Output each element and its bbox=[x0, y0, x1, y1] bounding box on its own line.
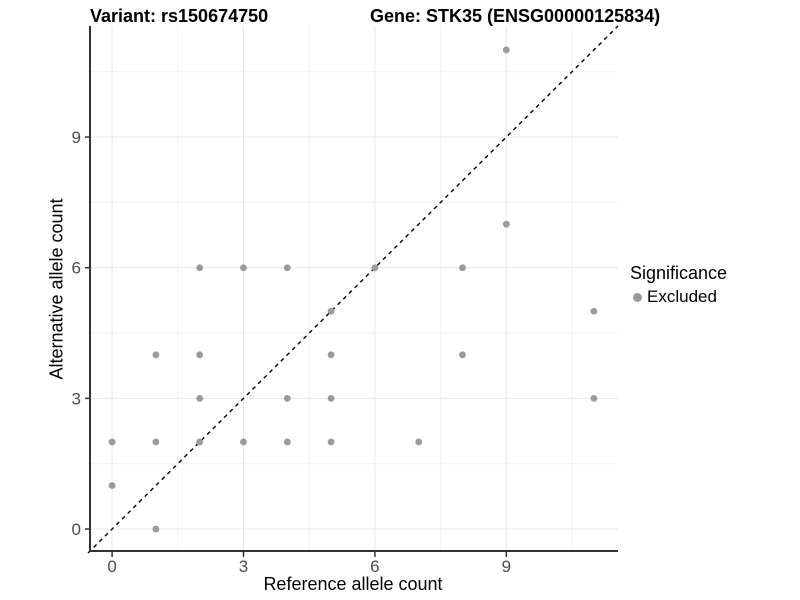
y-tick-label: 9 bbox=[72, 128, 81, 147]
gene-title: Gene: STK35 (ENSG00000125834) bbox=[370, 6, 661, 26]
data-point bbox=[502, 46, 510, 54]
x-axis-label: Reference allele count bbox=[263, 574, 443, 594]
data-point bbox=[196, 264, 204, 272]
data-point bbox=[108, 438, 116, 446]
data-point bbox=[459, 264, 466, 272]
legend-item-label: Excluded bbox=[647, 287, 717, 306]
data-point bbox=[240, 264, 247, 272]
data-point bbox=[415, 438, 423, 446]
data-point bbox=[152, 525, 160, 533]
data-point bbox=[590, 307, 598, 315]
x-tick-label: 9 bbox=[502, 557, 511, 576]
variant-title: Variant: rs150674750 bbox=[90, 6, 269, 26]
data-point bbox=[240, 438, 247, 446]
legend-item-excluded: Excluded bbox=[630, 287, 727, 307]
excluded-point-icon bbox=[633, 292, 642, 302]
data-point bbox=[327, 394, 335, 402]
y-tick-label: 6 bbox=[72, 259, 81, 278]
x-tick-label: 6 bbox=[370, 557, 379, 576]
legend-title: Significance bbox=[630, 263, 728, 283]
data-point bbox=[459, 351, 466, 359]
data-point bbox=[327, 351, 335, 359]
data-point bbox=[196, 394, 204, 402]
data-point bbox=[283, 264, 291, 272]
x-tick-label: 3 bbox=[239, 557, 248, 576]
data-point bbox=[108, 482, 116, 489]
y-axis-label: Alternative allele count bbox=[46, 198, 67, 380]
data-point bbox=[502, 220, 510, 228]
x-tick-label: 0 bbox=[107, 557, 116, 576]
data-point bbox=[283, 394, 291, 402]
data-point bbox=[327, 438, 335, 446]
data-point bbox=[283, 438, 291, 446]
legend: Significance Excluded bbox=[630, 263, 727, 307]
data-point bbox=[590, 394, 598, 402]
data-point bbox=[152, 351, 160, 359]
data-point bbox=[371, 264, 379, 272]
data-point bbox=[152, 438, 160, 446]
data-point bbox=[327, 307, 335, 315]
identity-line bbox=[87, 25, 619, 554]
y-tick-label: 3 bbox=[72, 389, 81, 408]
data-point bbox=[196, 351, 204, 359]
data-point bbox=[196, 438, 204, 446]
y-tick-label: 0 bbox=[72, 520, 81, 539]
